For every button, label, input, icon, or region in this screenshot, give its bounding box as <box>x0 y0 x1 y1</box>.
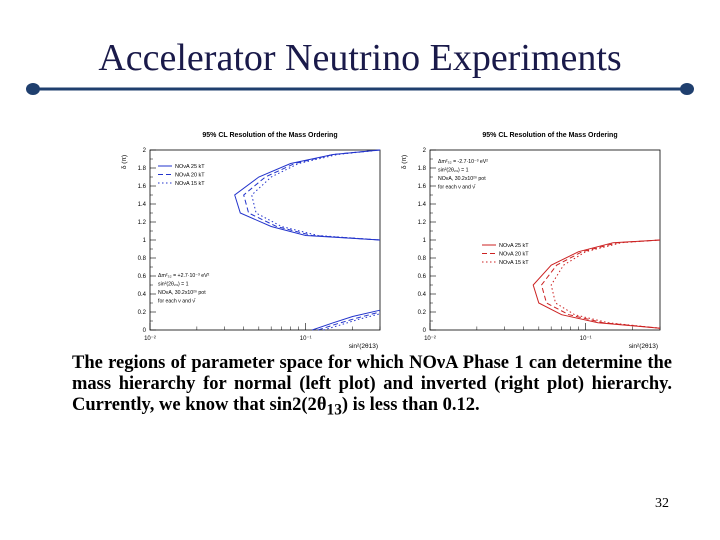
contour-solid-upper <box>234 149 381 241</box>
slide-title: Accelerator Neutrino Experiments <box>98 37 622 79</box>
y-tick-label: 0.8 <box>418 256 427 262</box>
y-tick-label: 0 <box>423 328 427 334</box>
y-tick-label: 1.6 <box>138 184 147 190</box>
x-tick-label: 10⁻¹ <box>300 336 312 342</box>
y-tick-label: 0.4 <box>418 292 427 298</box>
y-tick-label: 1.6 <box>418 184 427 190</box>
y-tick-label: 1.2 <box>138 220 147 226</box>
contour-dashed-upper <box>540 239 661 329</box>
y-tick-label: 0.6 <box>418 274 427 280</box>
caption-nu: ν <box>436 353 446 373</box>
contour-solid-lower <box>312 309 381 331</box>
y-tick-label: 1 <box>423 238 427 244</box>
y-tick-label: 0 <box>143 328 147 334</box>
chart-title: 95% CL Resolution of the Mass Ordering <box>202 132 337 139</box>
y-tick-label: 1.4 <box>138 202 147 208</box>
annotation-text: Δm²₃₂ = -2.7·10⁻³ eV² <box>438 159 488 165</box>
legend-label: NOνA 25 kT <box>175 164 205 170</box>
caption-part: A Phase 1 can determine the mass hierarc… <box>72 353 672 415</box>
y-tick-label: 0.6 <box>138 274 147 280</box>
page-number: 32 <box>655 496 669 511</box>
contour-dashed-upper <box>243 149 381 241</box>
caption-subscript: 13 <box>326 401 342 419</box>
y-tick-label: 1.8 <box>138 166 147 172</box>
y-tick-label: 1.4 <box>418 202 427 208</box>
annotation-text: for each ν and ν̄ <box>158 299 196 305</box>
legend-label: NOνA 20 kT <box>175 173 205 179</box>
x-tick-label: 10⁻² <box>424 336 436 342</box>
caption-part: ) is less than 0.12. <box>341 395 480 415</box>
annotation-text: Δm²₃₂ = +2.7·10⁻³ eV² <box>158 273 210 279</box>
legend-label: NOνA 15 kT <box>175 181 205 187</box>
y-tick-label: 1 <box>143 238 147 244</box>
x-axis-label: sin²(2θ13) <box>629 343 658 350</box>
x-axis-label: sin²(2θ13) <box>349 343 378 350</box>
annotation-text: sin²(2θ₂₃) = 1 <box>158 282 189 288</box>
annotation-text: NOνA, 30.2x10²⁰ pot <box>438 176 486 182</box>
legend-label: NOνA 25 kT <box>499 243 529 249</box>
title-underline <box>26 83 694 95</box>
chart-title: 95% CL Resolution of the Mass Ordering <box>482 132 617 139</box>
y-tick-label: 0.8 <box>138 256 147 262</box>
y-tick-label: 0.2 <box>418 310 427 316</box>
caption-part: The regions of parameter space for which… <box>72 353 437 373</box>
x-tick-label: 10⁻¹ <box>580 336 592 342</box>
contour-dashed-lower <box>317 311 381 331</box>
contour-dotted-upper <box>251 149 381 241</box>
legend-label: NOνA 15 kT <box>499 260 529 266</box>
x-tick-label: 10⁻² <box>144 336 156 342</box>
chart-inverted-hierarchy: 95% CL Resolution of the Mass Ordering 0 0… <box>401 132 661 350</box>
contour-dotted-upper <box>550 239 661 329</box>
y-tick-label: 1.8 <box>418 166 427 172</box>
chart-normal-hierarchy: 95% CL Resolution of the Mass Ordering 0 0… <box>121 132 381 350</box>
y-axis-label: δ (π) <box>401 155 408 169</box>
contour-solid-upper <box>532 239 661 329</box>
contour-dotted-lower <box>323 313 381 331</box>
slide-caption: The regions of parameter space for which… <box>72 353 672 421</box>
y-tick-label: 2 <box>143 148 147 154</box>
annotation-text: NOνA, 30.2x10²⁰ pot <box>158 290 206 296</box>
y-tick-label: 2 <box>423 148 427 154</box>
y-tick-label: 0.4 <box>138 292 147 298</box>
y-tick-label: 0.2 <box>138 310 147 316</box>
caption-theta: θ <box>316 395 327 415</box>
y-axis-label: δ (π) <box>121 155 128 169</box>
y-tick-label: 1.2 <box>418 220 427 226</box>
annotation-text: sin²(2θ₂₃) = 1 <box>438 168 469 174</box>
legend-label: NOνA 20 kT <box>499 252 529 258</box>
annotation-text: for each ν and ν̄ <box>438 185 476 191</box>
